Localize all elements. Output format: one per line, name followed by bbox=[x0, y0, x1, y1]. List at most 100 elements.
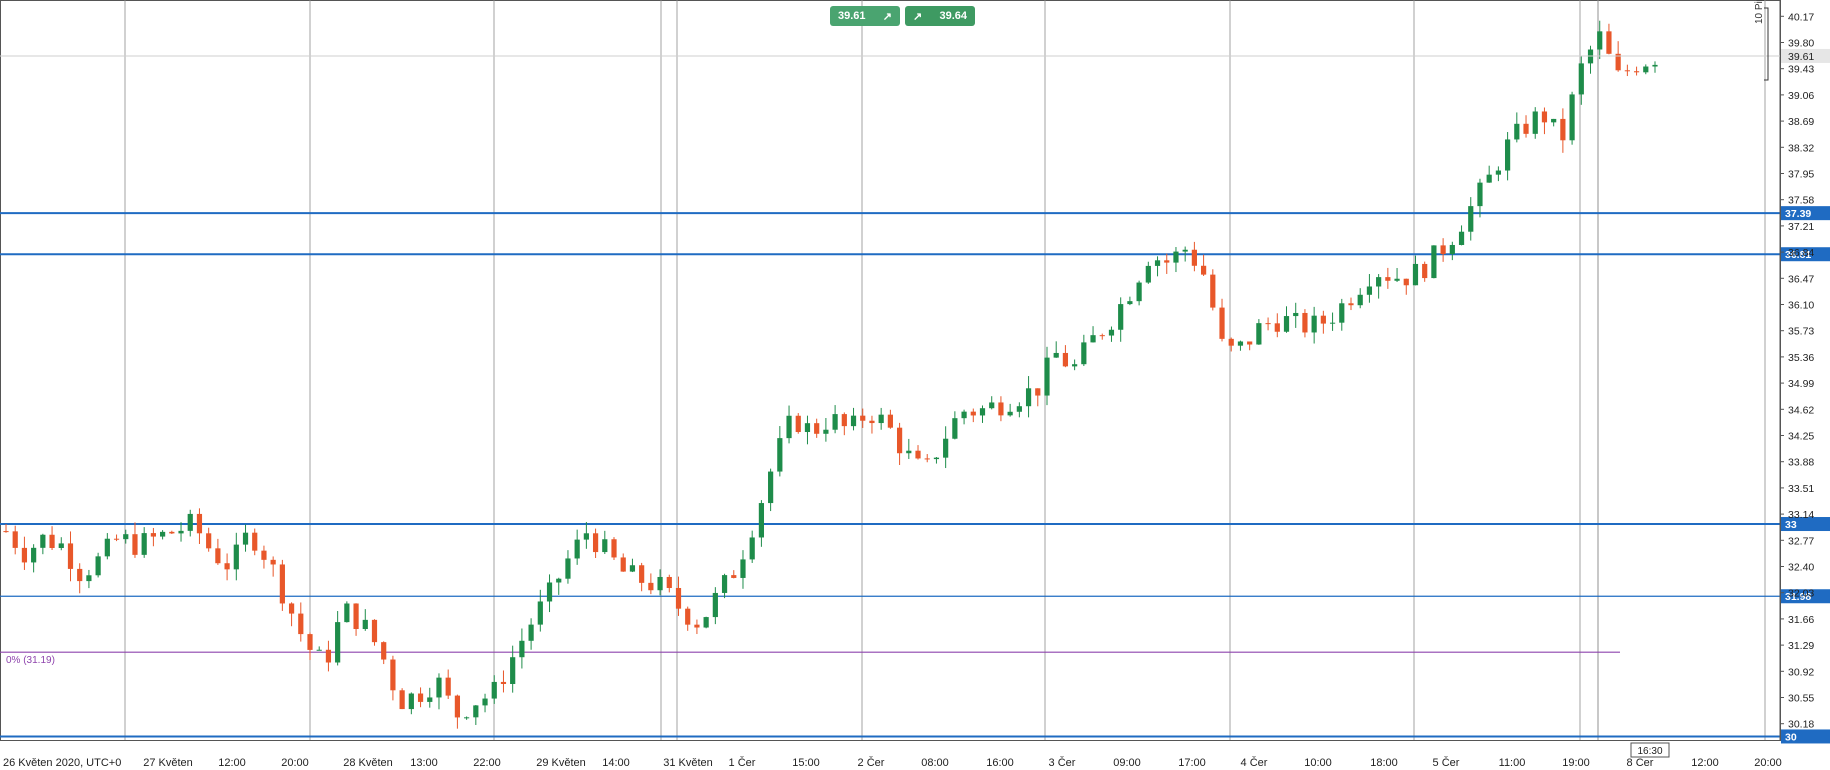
buy-button[interactable]: ↗ 39.64 bbox=[905, 6, 975, 26]
candle-body bbox=[31, 547, 37, 563]
candle-body bbox=[1394, 278, 1400, 281]
level-tag bbox=[1781, 206, 1830, 221]
candle-body bbox=[1081, 342, 1087, 365]
candle-body bbox=[40, 534, 46, 548]
candle-body bbox=[473, 705, 479, 718]
candle-body bbox=[307, 634, 313, 650]
candle-body bbox=[1302, 312, 1308, 333]
x-tick-label: 12:00 bbox=[218, 757, 246, 769]
x-tick-label: 27 Květen bbox=[143, 757, 193, 769]
candle-body bbox=[611, 539, 617, 558]
candle-body bbox=[316, 649, 322, 651]
candle-body bbox=[1329, 322, 1336, 324]
horizontal-levels[interactable]: 37.39 36.81 33 31.98 30 bbox=[0, 206, 1830, 744]
candle-body bbox=[620, 557, 626, 572]
x-tick-label: 17:00 bbox=[1178, 757, 1206, 769]
candle-body bbox=[1477, 182, 1483, 207]
y-tick-label: 33.51 bbox=[1788, 483, 1814, 495]
candle-body bbox=[804, 423, 811, 433]
candle-body bbox=[1016, 406, 1022, 412]
level-label: 36.81 bbox=[1785, 249, 1811, 261]
candle-body bbox=[1468, 206, 1474, 232]
candle-body bbox=[1348, 303, 1354, 306]
candle-body bbox=[860, 415, 866, 421]
candle-body bbox=[1274, 323, 1280, 332]
candle-body bbox=[639, 565, 645, 583]
scale-bracket bbox=[1764, 7, 1769, 81]
y-tick-label: 30.55 bbox=[1788, 693, 1814, 705]
time-axis[interactable]: 26 Květen 2020, UTC+0 27 Květen 12:00 20:00… bbox=[3, 742, 1782, 769]
candle-body bbox=[436, 677, 442, 698]
candle-body bbox=[1366, 286, 1373, 295]
y-tick-label: 35.73 bbox=[1788, 326, 1814, 338]
candle-body bbox=[187, 513, 193, 531]
level-label: 31.98 bbox=[1785, 591, 1811, 603]
candle-body bbox=[58, 543, 64, 548]
level-label: 33 bbox=[1785, 519, 1797, 531]
y-tick-label: 39.43 bbox=[1788, 64, 1814, 76]
x-tick-label: 3 Čer bbox=[1049, 756, 1076, 769]
y-tick-label: 33.14 bbox=[1788, 509, 1814, 521]
candle-body bbox=[896, 427, 903, 454]
candle-body bbox=[224, 563, 230, 570]
candle-body bbox=[1007, 411, 1013, 416]
candle-body bbox=[1182, 249, 1188, 252]
candle-body bbox=[915, 450, 921, 459]
candle-body bbox=[933, 457, 940, 460]
candle-body bbox=[1339, 303, 1345, 323]
candle-body bbox=[325, 649, 332, 663]
candle-body bbox=[1624, 70, 1630, 72]
candle-body bbox=[1449, 244, 1455, 255]
fibo-label: 0% (31.19) bbox=[6, 655, 55, 667]
y-tick-label: 36.84 bbox=[1788, 247, 1814, 259]
candle-body bbox=[1376, 277, 1382, 287]
buy-price: 39.64 bbox=[939, 10, 967, 22]
candle-body bbox=[823, 429, 829, 434]
y-tick-label: 36.47 bbox=[1788, 273, 1814, 285]
x-tick-label: 8 Čer bbox=[1627, 756, 1654, 769]
level-tag bbox=[1781, 517, 1830, 532]
candle-body bbox=[261, 550, 267, 560]
candle-body bbox=[67, 543, 74, 569]
candle-body bbox=[924, 458, 930, 460]
candle-body bbox=[961, 411, 967, 419]
candle-body bbox=[832, 414, 838, 430]
candle-body bbox=[445, 677, 451, 696]
candle-body bbox=[1643, 66, 1649, 73]
candle-body bbox=[1495, 170, 1501, 175]
y-tick-label: 30.18 bbox=[1788, 719, 1814, 731]
x-tick-label: 1 Čer bbox=[729, 756, 756, 769]
candle-body bbox=[685, 608, 691, 625]
candle-body bbox=[629, 565, 636, 572]
candle-body bbox=[1210, 274, 1216, 308]
candle-body bbox=[1652, 64, 1658, 67]
x-tick-label: 4 Čer bbox=[1241, 756, 1268, 769]
y-tick-label: 37.95 bbox=[1788, 168, 1814, 180]
x-tick-label: 22:00 bbox=[473, 757, 501, 769]
candle-body bbox=[1219, 307, 1225, 339]
candle-body bbox=[906, 450, 912, 454]
candle-body bbox=[740, 559, 746, 578]
candle-body bbox=[1118, 304, 1124, 330]
candle-body bbox=[648, 582, 654, 591]
level-tag bbox=[1781, 247, 1830, 262]
candle-body bbox=[602, 539, 608, 553]
candle-body bbox=[77, 568, 83, 582]
candle-body bbox=[279, 564, 285, 604]
x-tick-label: 19:00 bbox=[1562, 757, 1590, 769]
candle-body bbox=[1486, 174, 1492, 183]
candle-body bbox=[795, 415, 801, 433]
candle-body bbox=[768, 471, 774, 504]
candle-body bbox=[1200, 265, 1207, 275]
candle-body bbox=[1090, 335, 1096, 343]
candlesticks bbox=[3, 20, 1658, 729]
current-price-text: 39.61 bbox=[1788, 51, 1814, 63]
candle-body bbox=[657, 576, 663, 591]
sell-button[interactable]: 39.61 ↗ bbox=[830, 6, 900, 26]
candle-body bbox=[1458, 231, 1465, 245]
candle-body bbox=[417, 693, 424, 702]
candle-body bbox=[196, 513, 203, 534]
price-axis[interactable]: 40.17 39.80 39.43 39.06 38.69 38.32 37.95 37.58… bbox=[0, 0, 1830, 740]
y-tick-label: 33.88 bbox=[1788, 457, 1814, 469]
